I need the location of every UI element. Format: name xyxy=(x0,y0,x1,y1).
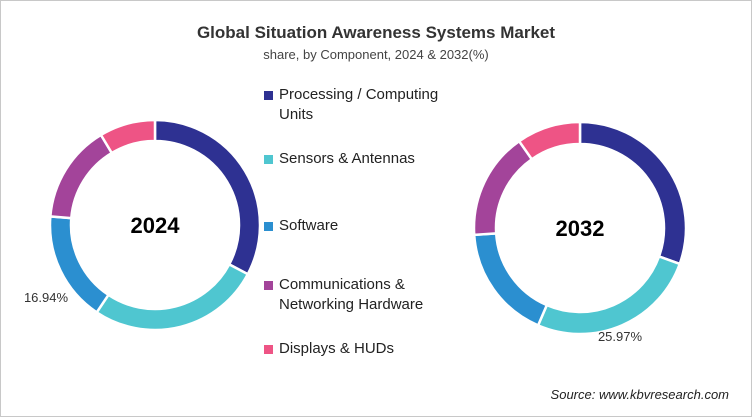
donut-slice-2024-0 xyxy=(153,118,262,276)
donut-slice-2024-4 xyxy=(99,118,157,155)
data-label: 16.94% xyxy=(24,290,69,305)
donut-slice-2032-1 xyxy=(536,254,682,336)
legend-label: Sensors & Antennas xyxy=(279,150,415,167)
donut-center-label: 2024 xyxy=(131,213,181,238)
legend-label: Displays & HUDs xyxy=(279,340,395,357)
legend-label: Processing / Computing Units xyxy=(279,86,439,123)
legend-label: Communications & Networking Hardware xyxy=(279,276,424,313)
legend-swatch xyxy=(264,281,273,290)
legend-item-displays: Displays & HUDs xyxy=(264,339,464,359)
legend-swatch xyxy=(264,345,273,354)
legend-item-communications: Communications & Networking Hardware xyxy=(264,275,459,315)
donut-slice-2024-3 xyxy=(49,133,114,220)
donut-slice-2032-4 xyxy=(517,120,582,161)
legend: Processing / Computing Units Sensors & A… xyxy=(264,85,464,359)
donut-slice-2032-3 xyxy=(472,139,534,237)
chart-title: Global Situation Awareness Systems Marke… xyxy=(196,23,556,42)
legend-item-software: Software xyxy=(264,216,464,236)
donut-center-label: 2032 xyxy=(556,216,605,241)
legend-item-sensors: Sensors & Antennas xyxy=(264,149,464,169)
source-note: Source: www.kbvresearch.com xyxy=(550,387,729,402)
legend-swatch xyxy=(264,91,273,100)
data-label: 25.97% xyxy=(598,329,643,344)
donut-slice-2032-2 xyxy=(472,232,549,328)
donut-slice-2032-0 xyxy=(578,120,688,266)
donut-slice-2024-1 xyxy=(95,262,250,332)
legend-label: Software xyxy=(279,217,339,234)
legend-swatch xyxy=(264,222,273,231)
chart-subtitle: share, by Component, 2024 & 2032(%) xyxy=(263,47,489,62)
legend-swatch xyxy=(264,155,273,164)
legend-item-processing: Processing / Computing Units xyxy=(264,85,464,125)
